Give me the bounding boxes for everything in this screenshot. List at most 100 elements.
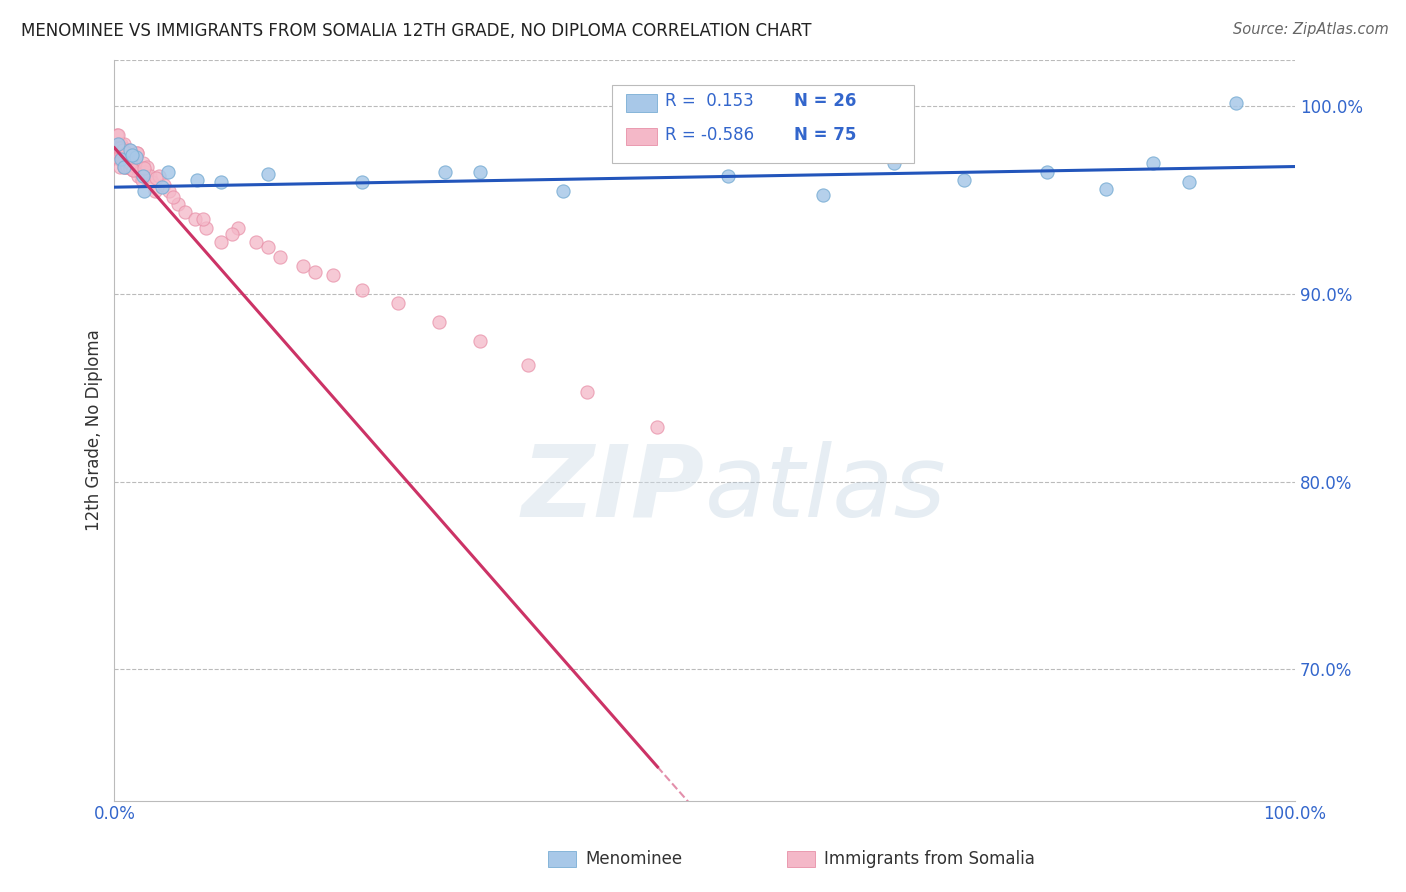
Point xyxy=(118,161,141,176)
Point xyxy=(105,128,128,142)
Point xyxy=(221,227,243,241)
Point xyxy=(257,240,280,254)
Point xyxy=(141,175,163,189)
Point xyxy=(143,184,166,198)
Point xyxy=(112,160,135,174)
Point xyxy=(1036,165,1059,179)
Point xyxy=(427,315,450,329)
Point xyxy=(174,204,197,219)
Point xyxy=(156,165,179,179)
Text: Immigrants from Somalia: Immigrants from Somalia xyxy=(824,850,1035,868)
Point xyxy=(132,169,155,183)
Point xyxy=(108,152,131,166)
Point xyxy=(1142,155,1164,169)
Point xyxy=(125,146,148,161)
Text: Source: ZipAtlas.com: Source: ZipAtlas.com xyxy=(1233,22,1389,37)
Point xyxy=(124,152,146,166)
Point xyxy=(115,146,138,161)
Point xyxy=(117,160,139,174)
Point xyxy=(107,128,129,142)
Point xyxy=(186,172,208,186)
Point xyxy=(114,152,136,166)
Point xyxy=(122,163,145,178)
Point xyxy=(111,143,134,157)
Point xyxy=(125,146,148,161)
Point xyxy=(124,160,146,174)
Point xyxy=(1095,182,1118,196)
Point xyxy=(127,169,149,183)
Point xyxy=(228,221,250,235)
Point xyxy=(148,169,170,183)
Point xyxy=(107,136,129,151)
Point xyxy=(108,141,131,155)
Point xyxy=(111,141,134,155)
Point xyxy=(110,148,132,162)
Point xyxy=(269,250,291,264)
Point xyxy=(118,155,141,169)
Point xyxy=(111,152,134,166)
Point xyxy=(110,160,132,174)
Point xyxy=(145,170,167,185)
Point xyxy=(1177,175,1199,189)
Point xyxy=(209,175,232,189)
Text: atlas: atlas xyxy=(704,441,946,538)
Text: Menominee: Menominee xyxy=(585,850,682,868)
Point xyxy=(1225,95,1247,110)
Point xyxy=(162,189,184,203)
Point xyxy=(516,359,538,373)
Point xyxy=(257,167,280,181)
Point xyxy=(387,296,409,310)
Point xyxy=(134,165,156,179)
Point xyxy=(132,184,155,198)
Point xyxy=(124,150,146,164)
Point xyxy=(115,146,138,161)
Point xyxy=(153,178,176,193)
Point xyxy=(292,259,315,273)
Point xyxy=(883,155,905,169)
Text: N = 75: N = 75 xyxy=(794,126,856,144)
Text: MENOMINEE VS IMMIGRANTS FROM SOMALIA 12TH GRADE, NO DIPLOMA CORRELATION CHART: MENOMINEE VS IMMIGRANTS FROM SOMALIA 12T… xyxy=(21,22,811,40)
Point xyxy=(191,212,214,227)
Point xyxy=(110,136,132,151)
Point xyxy=(114,160,136,174)
Point xyxy=(110,146,132,161)
Point xyxy=(183,212,205,227)
Point xyxy=(117,150,139,164)
Point xyxy=(470,334,492,348)
Point xyxy=(115,158,138,172)
Point xyxy=(112,148,135,162)
Point xyxy=(132,161,155,176)
Point xyxy=(118,143,141,157)
Point xyxy=(811,187,834,202)
Point xyxy=(120,148,142,162)
Point xyxy=(150,180,173,194)
Point xyxy=(131,172,153,186)
Point xyxy=(551,184,574,198)
Point xyxy=(122,163,145,178)
Point xyxy=(105,141,128,155)
Point xyxy=(575,384,598,399)
Point xyxy=(352,175,374,189)
Point xyxy=(110,141,132,155)
Text: R = -0.586: R = -0.586 xyxy=(665,126,754,144)
Point xyxy=(107,146,129,161)
Point xyxy=(117,143,139,157)
Point xyxy=(433,165,456,179)
Point xyxy=(322,268,344,283)
Point xyxy=(112,160,135,174)
Point xyxy=(470,165,492,179)
Point xyxy=(110,152,132,166)
Point xyxy=(129,165,152,179)
Point xyxy=(121,148,143,162)
Point xyxy=(139,169,162,183)
Point xyxy=(352,284,374,298)
Y-axis label: 12th Grade, No Diploma: 12th Grade, No Diploma xyxy=(86,329,103,531)
Point xyxy=(953,172,976,186)
Point xyxy=(136,160,159,174)
Point xyxy=(117,148,139,162)
Point xyxy=(121,155,143,169)
Text: R =  0.153: R = 0.153 xyxy=(665,92,754,110)
Text: N = 26: N = 26 xyxy=(794,92,856,110)
Text: ZIP: ZIP xyxy=(522,441,704,538)
Point xyxy=(132,155,155,169)
